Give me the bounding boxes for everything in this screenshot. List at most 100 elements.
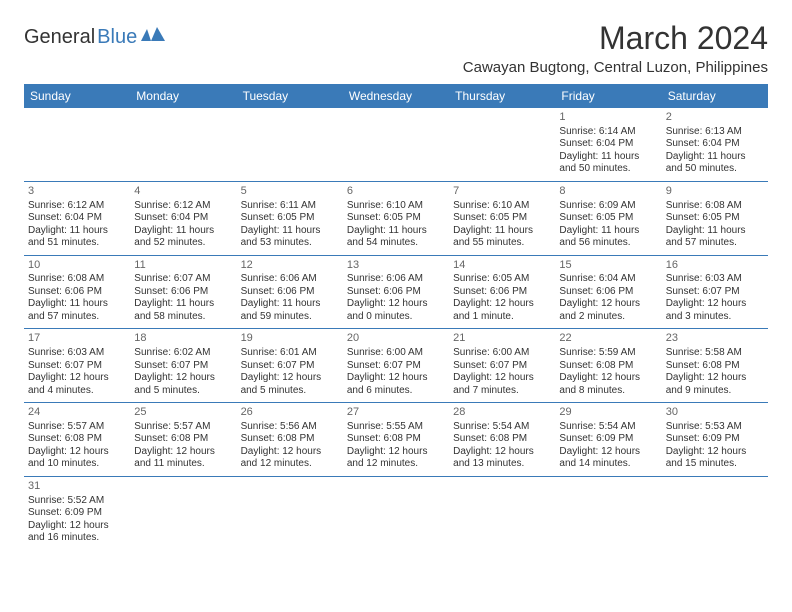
day-headers-row: SundayMondayTuesdayWednesdayThursdayFrid… [24, 84, 768, 108]
daylight-line: Daylight: 12 hours and 10 minutes. [28, 446, 126, 471]
flag-icon [141, 27, 165, 48]
daylight-line: Daylight: 12 hours and 15 minutes. [666, 446, 764, 471]
day-number: 13 [347, 259, 445, 273]
day-number: 10 [28, 259, 126, 273]
sunset-line: Sunset: 6:08 PM [134, 433, 232, 446]
day-number: 21 [453, 332, 551, 346]
day-cell: 4Sunrise: 6:12 AMSunset: 6:04 PMDaylight… [130, 182, 236, 255]
sunset-line: Sunset: 6:05 PM [666, 212, 764, 225]
day-cell: 11Sunrise: 6:07 AMSunset: 6:06 PMDayligh… [130, 256, 236, 329]
day-number: 5 [241, 185, 339, 199]
day-number: 28 [453, 406, 551, 420]
sunset-line: Sunset: 6:08 PM [666, 360, 764, 373]
sunrise-line: Sunrise: 5:56 AM [241, 421, 339, 434]
day-cell: 20Sunrise: 6:00 AMSunset: 6:07 PMDayligh… [343, 329, 449, 402]
daylight-line: Daylight: 12 hours and 11 minutes. [134, 446, 232, 471]
sunrise-line: Sunrise: 5:52 AM [28, 495, 126, 508]
day-cell: 6Sunrise: 6:10 AMSunset: 6:05 PMDaylight… [343, 182, 449, 255]
title-block: March 2024 Cawayan Bugtong, Central Luzo… [463, 20, 768, 76]
sunrise-line: Sunrise: 6:12 AM [28, 200, 126, 213]
day-cell: 21Sunrise: 6:00 AMSunset: 6:07 PMDayligh… [449, 329, 555, 402]
sunset-line: Sunset: 6:08 PM [241, 433, 339, 446]
day-cell: 22Sunrise: 5:59 AMSunset: 6:08 PMDayligh… [555, 329, 661, 402]
day-cell: 26Sunrise: 5:56 AMSunset: 6:08 PMDayligh… [237, 403, 343, 476]
sunset-line: Sunset: 6:09 PM [559, 433, 657, 446]
daylight-line: Daylight: 11 hours and 54 minutes. [347, 225, 445, 250]
daylight-line: Daylight: 11 hours and 50 minutes. [666, 151, 764, 176]
daylight-line: Daylight: 12 hours and 12 minutes. [241, 446, 339, 471]
sunrise-line: Sunrise: 6:00 AM [453, 347, 551, 360]
day-number: 2 [666, 111, 764, 125]
day-cell: 10Sunrise: 6:08 AMSunset: 6:06 PMDayligh… [24, 256, 130, 329]
day-number: 19 [241, 332, 339, 346]
empty-cell [130, 108, 236, 181]
daylight-line: Daylight: 11 hours and 50 minutes. [559, 151, 657, 176]
sunrise-line: Sunrise: 6:01 AM [241, 347, 339, 360]
day-cell: 15Sunrise: 6:04 AMSunset: 6:06 PMDayligh… [555, 256, 661, 329]
daylight-line: Daylight: 12 hours and 1 minute. [453, 298, 551, 323]
sunset-line: Sunset: 6:06 PM [453, 286, 551, 299]
day-cell: 7Sunrise: 6:10 AMSunset: 6:05 PMDaylight… [449, 182, 555, 255]
day-number: 30 [666, 406, 764, 420]
sunset-line: Sunset: 6:07 PM [453, 360, 551, 373]
empty-cell [130, 477, 236, 550]
day-cell: 14Sunrise: 6:05 AMSunset: 6:06 PMDayligh… [449, 256, 555, 329]
day-number: 24 [28, 406, 126, 420]
sunrise-line: Sunrise: 5:57 AM [28, 421, 126, 434]
sunrise-line: Sunrise: 5:59 AM [559, 347, 657, 360]
sunset-line: Sunset: 6:05 PM [241, 212, 339, 225]
day-cell: 1Sunrise: 6:14 AMSunset: 6:04 PMDaylight… [555, 108, 661, 181]
day-number: 7 [453, 185, 551, 199]
sunrise-line: Sunrise: 6:00 AM [347, 347, 445, 360]
day-cell: 18Sunrise: 6:02 AMSunset: 6:07 PMDayligh… [130, 329, 236, 402]
sunset-line: Sunset: 6:05 PM [453, 212, 551, 225]
daylight-line: Daylight: 12 hours and 0 minutes. [347, 298, 445, 323]
sunset-line: Sunset: 6:07 PM [28, 360, 126, 373]
sunset-line: Sunset: 6:06 PM [28, 286, 126, 299]
day-cell: 19Sunrise: 6:01 AMSunset: 6:07 PMDayligh… [237, 329, 343, 402]
day-header: Sunday [24, 84, 130, 108]
daylight-line: Daylight: 11 hours and 59 minutes. [241, 298, 339, 323]
day-header: Friday [555, 84, 661, 108]
empty-cell [449, 477, 555, 550]
daylight-line: Daylight: 12 hours and 5 minutes. [134, 372, 232, 397]
day-cell: 30Sunrise: 5:53 AMSunset: 6:09 PMDayligh… [662, 403, 768, 476]
day-cell: 24Sunrise: 5:57 AMSunset: 6:08 PMDayligh… [24, 403, 130, 476]
sunset-line: Sunset: 6:08 PM [559, 360, 657, 373]
sunrise-line: Sunrise: 6:03 AM [666, 273, 764, 286]
daylight-line: Daylight: 12 hours and 14 minutes. [559, 446, 657, 471]
week-row: 10Sunrise: 6:08 AMSunset: 6:06 PMDayligh… [24, 256, 768, 330]
sunrise-line: Sunrise: 6:04 AM [559, 273, 657, 286]
daylight-line: Daylight: 12 hours and 8 minutes. [559, 372, 657, 397]
sunrise-line: Sunrise: 5:58 AM [666, 347, 764, 360]
day-number: 22 [559, 332, 657, 346]
day-number: 27 [347, 406, 445, 420]
daylight-line: Daylight: 11 hours and 57 minutes. [28, 298, 126, 323]
sunset-line: Sunset: 6:06 PM [559, 286, 657, 299]
day-number: 11 [134, 259, 232, 273]
sunrise-line: Sunrise: 6:12 AM [134, 200, 232, 213]
daylight-line: Daylight: 11 hours and 52 minutes. [134, 225, 232, 250]
day-number: 3 [28, 185, 126, 199]
day-number: 25 [134, 406, 232, 420]
daylight-line: Daylight: 12 hours and 5 minutes. [241, 372, 339, 397]
day-number: 8 [559, 185, 657, 199]
week-row: 24Sunrise: 5:57 AMSunset: 6:08 PMDayligh… [24, 403, 768, 477]
daylight-line: Daylight: 12 hours and 9 minutes. [666, 372, 764, 397]
header: General Blue March 2024 Cawayan Bugtong,… [24, 20, 768, 76]
sunset-line: Sunset: 6:08 PM [347, 433, 445, 446]
sunset-line: Sunset: 6:05 PM [347, 212, 445, 225]
day-cell: 9Sunrise: 6:08 AMSunset: 6:05 PMDaylight… [662, 182, 768, 255]
day-number: 29 [559, 406, 657, 420]
logo-text-blue: Blue [97, 26, 137, 49]
logo-text-general: General [24, 26, 95, 49]
sunrise-line: Sunrise: 5:57 AM [134, 421, 232, 434]
empty-cell [343, 477, 449, 550]
day-header: Monday [130, 84, 236, 108]
sunrise-line: Sunrise: 6:06 AM [241, 273, 339, 286]
day-cell: 16Sunrise: 6:03 AMSunset: 6:07 PMDayligh… [662, 256, 768, 329]
sunset-line: Sunset: 6:07 PM [134, 360, 232, 373]
empty-cell [555, 477, 661, 550]
calendar-body: 1Sunrise: 6:14 AMSunset: 6:04 PMDaylight… [24, 108, 768, 550]
sunset-line: Sunset: 6:04 PM [666, 138, 764, 151]
